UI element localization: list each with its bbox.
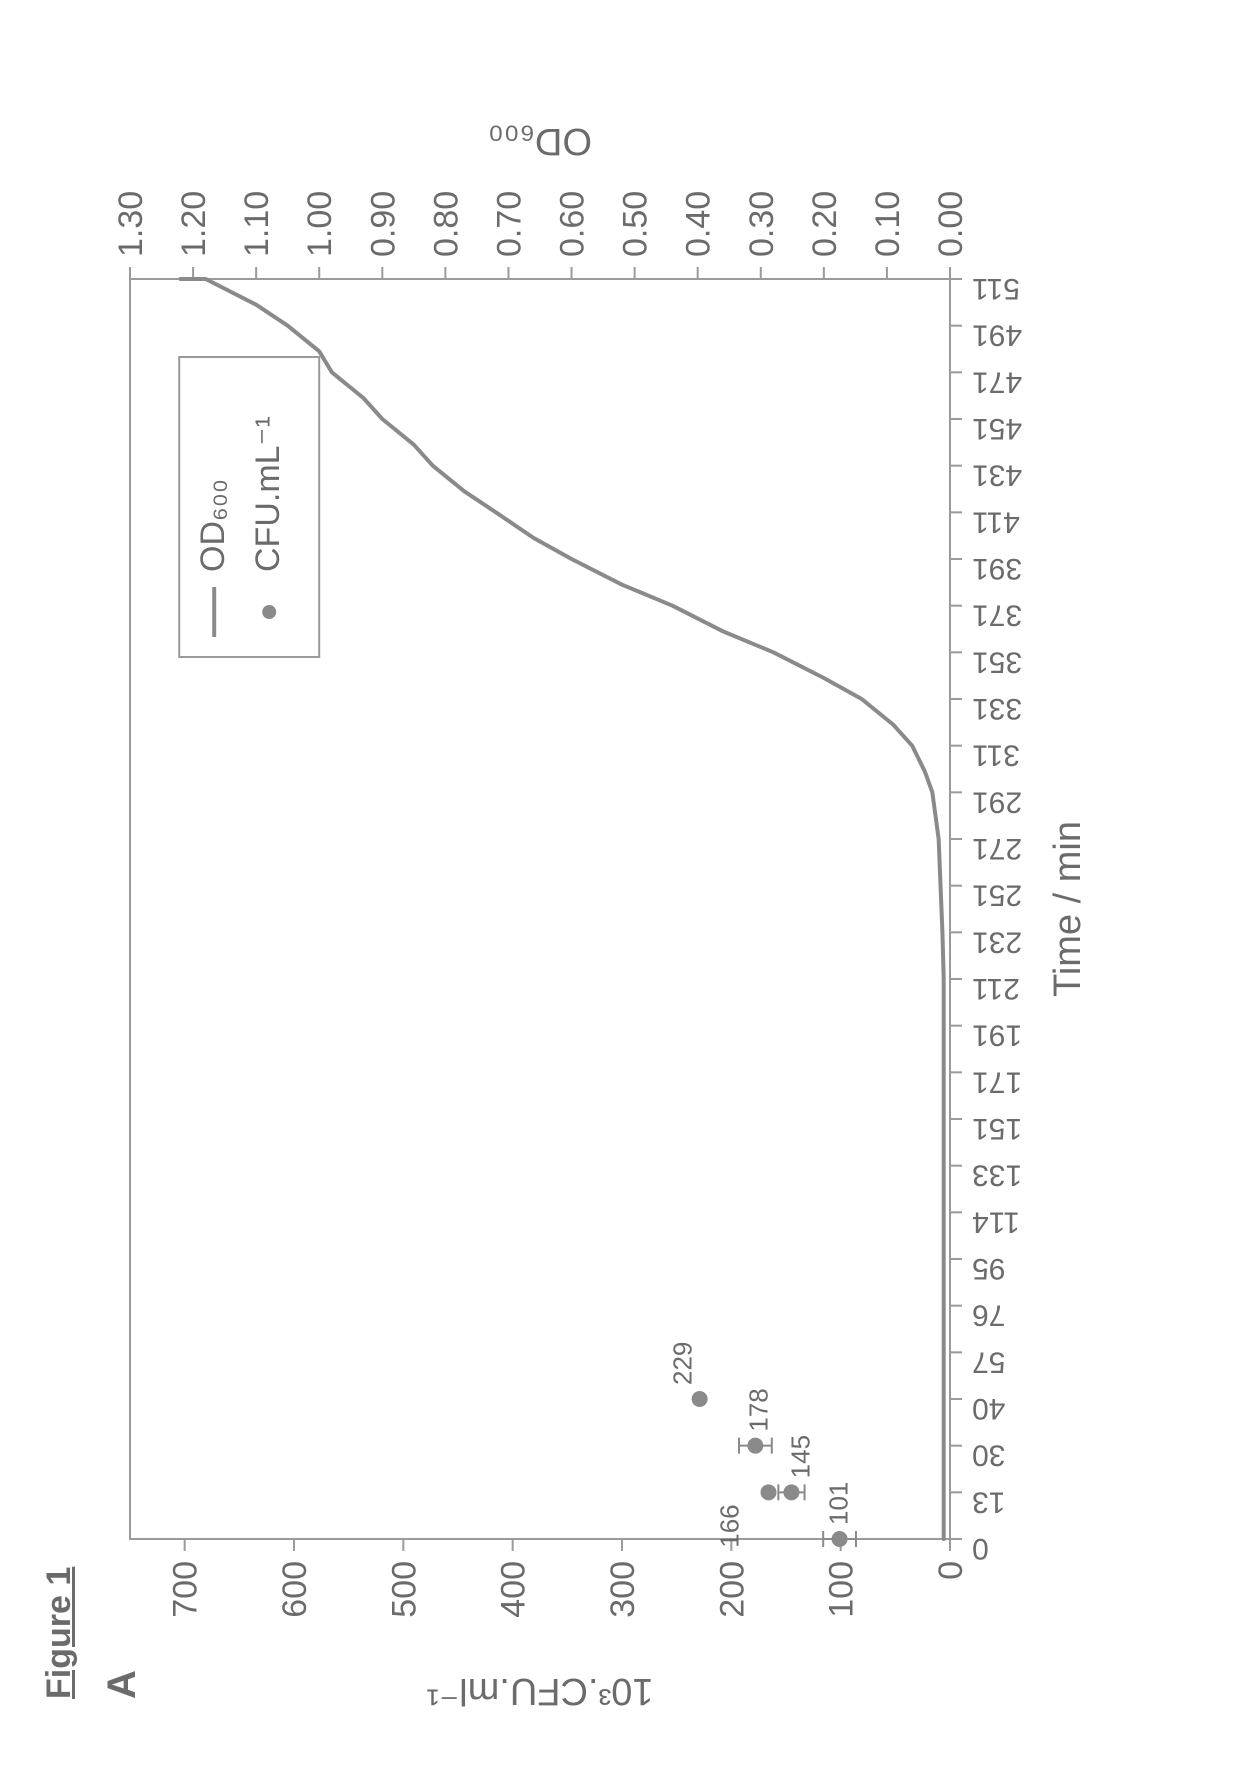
cfu-point-label: 229 (668, 1342, 698, 1385)
x-tick-label: 351 (972, 645, 1022, 678)
x-tick-label: 491 (972, 319, 1022, 352)
y-right-tick-label: 0.40 (680, 191, 718, 257)
cfu-point-label: 145 (785, 1435, 815, 1478)
x-tick-label: 231 (972, 925, 1022, 958)
y-right-tick-label: 0.30 (743, 191, 781, 257)
y-right-tick-label: 0.00 (932, 191, 970, 257)
x-tick-label: 391 (972, 552, 1022, 585)
x-tick-label: 171 (972, 1065, 1022, 1098)
x-tick-label: 271 (972, 832, 1022, 865)
cfu-point (761, 1484, 777, 1500)
y-right-tick-label: 1.30 (112, 191, 150, 257)
x-tick-label: 114 (972, 1205, 1020, 1238)
y-left-tick-label: 300 (604, 1561, 642, 1618)
legend-item-label: OD₆₀₀ (194, 479, 232, 572)
cfu-point (747, 1438, 763, 1454)
growth-chart: 0 13 30 40 57 76 95 114 133 151 171 191 211 231 251 271… (0, 0, 1240, 1789)
y-left-tick-label: 600 (276, 1561, 314, 1618)
x-tick-label: 30 (972, 1439, 1005, 1472)
y-left-tick-label: 200 (713, 1561, 751, 1618)
x-tick-label: 451 (972, 412, 1022, 445)
x-tick-label: 411 (972, 505, 1020, 538)
x-tick-label: 133 (972, 1159, 1022, 1192)
x-axis-label: Time / min (1047, 821, 1089, 997)
x-tick-label: 211 (972, 972, 1020, 1005)
y-right-tick-label: 0.10 (869, 191, 907, 257)
x-tick-label: 431 (972, 459, 1022, 492)
x-tick-label: 291 (972, 785, 1022, 818)
x-tick-label: 0 (972, 1532, 989, 1565)
y-right-tick-label: 0.90 (364, 191, 402, 257)
legend-item-label: CFU.mL⁻¹ (249, 416, 287, 572)
cfu-point-label: 178 (743, 1388, 773, 1431)
y-right-axis-label: OD₆₀₀ (488, 120, 592, 162)
cfu-point (783, 1484, 799, 1500)
y-left-tick-label: 500 (385, 1561, 423, 1618)
x-tick-label: 331 (972, 692, 1022, 725)
y-right-tick-label: 0.80 (427, 191, 465, 257)
y-right-tick-label: 0.60 (554, 191, 592, 257)
x-tick-label: 471 (972, 365, 1022, 398)
legend: OD₆₀₀ CFU.mL⁻¹ (179, 357, 319, 657)
x-tick-label: 311 (972, 739, 1020, 772)
y-right-tick-label: 1.20 (175, 191, 213, 257)
y-right-tick-label: 0.20 (806, 191, 844, 257)
y-left-tick-label: 0 (932, 1561, 970, 1580)
cfu-point-label: 166 (715, 1504, 745, 1547)
y-right-tick-label: 0.50 (617, 191, 655, 257)
y-right-tick-label: 1.10 (238, 191, 276, 257)
y-left-axis-label: 10³.CFU.ml⁻¹ (427, 1670, 654, 1712)
x-tick-label: 151 (972, 1112, 1022, 1145)
x-tick-label: 371 (972, 599, 1022, 632)
y-right-tick-label: 0.70 (490, 191, 528, 257)
x-tick-label: 40 (972, 1392, 1005, 1425)
x-tick-label: 191 (972, 1019, 1022, 1052)
x-tick-label: 76 (972, 1299, 1005, 1332)
x-tick-label: 13 (972, 1485, 1005, 1518)
y-left-tick-label: 400 (495, 1561, 533, 1618)
x-tick-label: 251 (972, 879, 1022, 912)
x-tick-label: 95 (972, 1252, 1005, 1285)
cfu-point-label: 101 (824, 1482, 854, 1525)
y-left-tick-label: 700 (167, 1561, 205, 1618)
cfu-point (832, 1531, 848, 1547)
x-tick-label: 511 (972, 272, 1020, 305)
y-right-tick-label: 1.00 (301, 191, 339, 257)
x-tick-label: 57 (972, 1345, 1005, 1378)
cfu-point (692, 1391, 708, 1407)
y-left-tick-label: 100 (823, 1561, 861, 1618)
